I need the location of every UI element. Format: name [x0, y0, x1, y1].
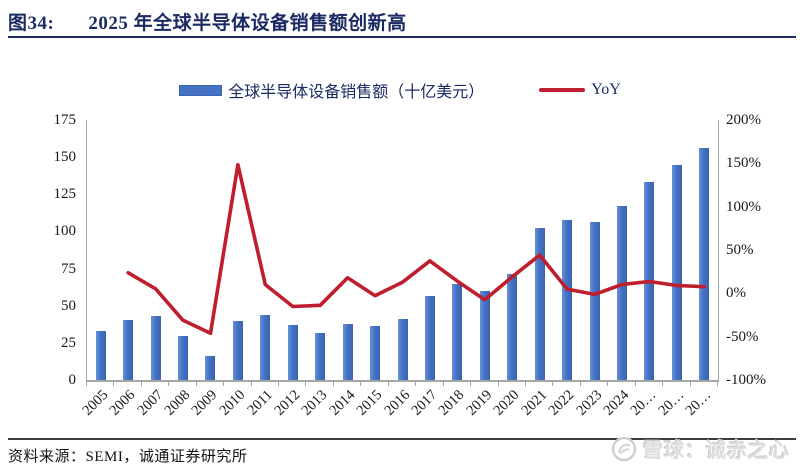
sales-bar — [507, 274, 518, 380]
x-axis-tickmark — [717, 382, 718, 386]
right-axis-tick: 50% — [726, 242, 754, 258]
sales-bar — [150, 316, 161, 380]
footer-divider — [8, 438, 796, 440]
x-axis-tickmark — [250, 382, 252, 386]
sales-bar — [534, 227, 545, 380]
sales-bar — [616, 206, 627, 380]
chart-legend: 全球半导体设备销售额（十亿美元） YoY — [0, 78, 800, 102]
right-axis-tick: 150% — [726, 155, 761, 172]
x-axis-tickmark — [579, 382, 581, 386]
x-axis-tickmark — [607, 382, 609, 386]
sales-bar — [232, 321, 243, 380]
x-axis-tickmark — [415, 382, 417, 386]
left-axis-tick: 175 — [53, 112, 77, 128]
watermark-text: 雪球：诚赤之心 — [643, 440, 790, 462]
line-swatch-icon — [539, 88, 586, 92]
x-axis-tickmark — [86, 382, 87, 386]
figure-title: 2025 年全球半导体设备销售额创新高 — [88, 13, 407, 34]
left-axis-tick: 100 — [53, 223, 77, 240]
right-axis-tick: -100% — [726, 372, 766, 388]
x-axis-tickmark — [195, 382, 197, 386]
x-axis-tickmark — [360, 382, 362, 386]
right-axis-tick: -50% — [726, 328, 759, 345]
figure-header: 图34: 2025 年全球半导体设备销售额创新高 — [8, 8, 407, 35]
x-axis-tickmark — [662, 382, 664, 386]
right-axis-tick: 0% — [726, 285, 746, 302]
x-axis-tickmark — [223, 382, 225, 386]
yoy-line — [126, 162, 707, 336]
left-axis-tick: 150 — [53, 149, 77, 166]
right-axis-tick: 100% — [726, 198, 761, 215]
sales-bar — [671, 164, 682, 380]
yoy-line-chart — [126, 162, 707, 336]
left-axis-tick: 25 — [61, 334, 76, 351]
watermark: 雪球：诚赤之心 — [611, 434, 790, 463]
right-axis-tick: 200% — [726, 112, 761, 128]
sales-bar — [260, 315, 271, 380]
figure-number: 图34: — [8, 13, 55, 34]
left-axis-tick: 50 — [61, 297, 76, 314]
x-axis-tickmark — [552, 382, 554, 386]
source-note: 资料来源：SEMI，诚通证券研究所 — [8, 449, 248, 465]
x-axis-tickmark — [387, 382, 389, 386]
sales-bar — [479, 291, 490, 380]
sales-bar — [424, 295, 435, 380]
x-axis-tickmark — [305, 382, 307, 386]
x-axis-tickmark — [634, 382, 636, 386]
left-axis-tick: 125 — [53, 186, 77, 203]
sales-bar — [178, 336, 189, 380]
x-axis-tickmark — [524, 382, 526, 386]
sales-bar — [699, 148, 710, 380]
x-axis-tickmark — [168, 382, 170, 386]
x-axis-tickmark — [332, 382, 334, 386]
x-axis-tickmark — [470, 382, 472, 386]
sales-bar — [397, 318, 408, 380]
x-axis-label: 20… — [643, 387, 715, 419]
plot-area — [86, 120, 719, 382]
sales-bar — [370, 325, 381, 380]
sales-bar — [205, 356, 216, 380]
sales-bar — [95, 331, 106, 380]
x-axis-tickmark — [497, 382, 499, 386]
sales-bar — [342, 324, 353, 380]
left-axis-tick: 75 — [61, 260, 76, 277]
x-axis-tickmark — [689, 382, 691, 386]
sales-bar — [287, 325, 298, 380]
sales-bar — [123, 319, 134, 380]
sales-bar — [562, 220, 573, 380]
x-axis-tickmark — [140, 382, 142, 386]
xueqiu-logo-icon — [611, 436, 637, 461]
x-axis-tickmark — [442, 382, 444, 386]
bar-swatch-icon — [179, 84, 223, 96]
legend-label-yoy: YoY — [591, 81, 621, 98]
sales-bar — [315, 332, 326, 380]
x-axis-tickmark — [113, 382, 115, 386]
legend-label-sales: 全球半导体设备销售额（十亿美元） — [228, 84, 485, 101]
sales-bar — [589, 222, 600, 380]
header-divider — [8, 36, 796, 38]
sales-bar — [452, 284, 463, 380]
left-axis-tick: 0 — [68, 372, 77, 388]
legend-item-yoy: YoY — [539, 81, 621, 99]
x-axis-tickmark — [278, 382, 280, 386]
x-axis-label-text: 20… — [682, 387, 715, 419]
legend-item-sales: 全球半导体设备销售额（十亿美元） — [179, 78, 484, 102]
